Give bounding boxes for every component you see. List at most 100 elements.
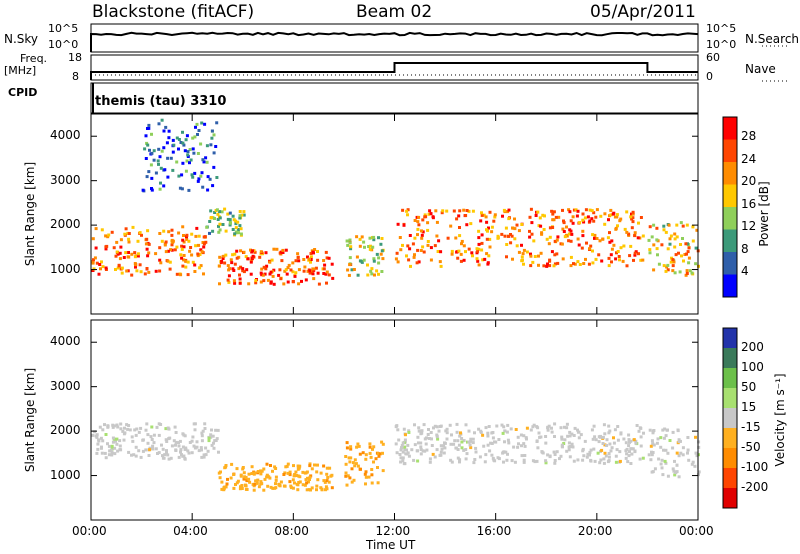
power-cell — [208, 177, 212, 181]
power-colorbar-tick: 16 — [741, 196, 757, 211]
power-cell — [224, 229, 228, 233]
velocity-cell — [128, 428, 132, 432]
velocity-cell — [651, 442, 655, 446]
power-cell — [398, 236, 402, 239]
velocity-cell — [111, 440, 115, 444]
power-cell — [160, 239, 164, 243]
power-cell — [694, 262, 698, 266]
velocity-ylabel: Slant Range [km] — [23, 367, 37, 473]
power-cell — [574, 208, 578, 212]
power-cell — [409, 264, 412, 268]
velocity-cell — [619, 431, 623, 435]
power-colorbar-swatch — [723, 207, 737, 230]
velocity-cell — [232, 486, 236, 490]
velocity-cell — [358, 452, 362, 456]
velocity-cell — [212, 446, 216, 450]
power-cell — [198, 266, 202, 270]
velocity-cell — [651, 451, 655, 454]
power-cell — [186, 155, 190, 158]
power-cell — [185, 159, 189, 163]
power-cell — [175, 272, 179, 276]
power-cell — [253, 250, 257, 254]
velocity-cell — [425, 448, 429, 452]
power-cell — [291, 270, 295, 274]
power-cell — [180, 173, 184, 177]
velocity-cell — [502, 450, 506, 454]
power-cell — [652, 268, 656, 272]
power-cell — [375, 252, 379, 256]
power-cell — [126, 255, 130, 259]
power-cell — [324, 272, 328, 276]
power-cell — [377, 272, 380, 276]
velocity-cell — [146, 441, 150, 445]
velocity-cell — [345, 441, 349, 445]
power-cell — [300, 279, 303, 283]
velocity-cell — [607, 452, 611, 455]
power-cell — [668, 237, 672, 241]
power-cell — [467, 247, 471, 251]
velocity-cell — [306, 476, 309, 480]
velocity-cell — [523, 444, 527, 448]
power-cell — [569, 264, 573, 268]
velocity-cell — [116, 449, 120, 453]
velocity-cell — [456, 439, 460, 443]
power-cell — [182, 258, 186, 262]
velocity-cell — [413, 443, 417, 447]
power-cell — [184, 265, 188, 269]
velocity-cell — [624, 441, 628, 445]
power-cell — [464, 250, 467, 254]
velocity-cell — [544, 441, 548, 445]
velocity-cell — [532, 423, 536, 427]
power-cell — [537, 254, 540, 258]
velocity-cell — [562, 442, 566, 445]
power-colorbar-swatch — [723, 139, 737, 163]
power-cell — [316, 250, 319, 253]
velocity-cell — [439, 444, 443, 448]
velocity-cell — [377, 454, 381, 458]
velocity-cell — [615, 448, 619, 452]
colorbars — [722, 116, 738, 509]
velocity-cell — [495, 424, 499, 428]
velocity-cell — [560, 445, 564, 449]
power-cell — [464, 214, 468, 217]
power-cell — [147, 270, 151, 274]
power-cell — [163, 243, 167, 247]
velocity-cell — [460, 437, 464, 440]
power-cell — [455, 217, 459, 221]
velocity-cell — [269, 485, 273, 489]
power-cell — [655, 238, 659, 242]
velocity-cell — [602, 461, 606, 465]
power-cell — [152, 149, 156, 153]
power-cell — [254, 279, 258, 282]
power-cell — [232, 269, 236, 272]
power-cell — [462, 258, 466, 262]
velocity-cell — [368, 451, 372, 455]
velocity-cell — [118, 439, 122, 443]
power-cell — [482, 213, 486, 217]
velocity-cell — [607, 424, 611, 428]
velocity-cell — [483, 460, 487, 464]
velocity-cell — [322, 464, 326, 468]
power-cell — [687, 261, 691, 265]
velocity-cell — [492, 440, 496, 444]
velocity-cell — [516, 435, 520, 439]
power-cell — [247, 282, 251, 286]
velocity-cell — [598, 461, 602, 465]
power-cell — [228, 218, 232, 222]
nsearch-tick-bottom: 10^0 — [706, 38, 737, 51]
power-cell — [380, 270, 384, 273]
power-cell — [250, 257, 254, 261]
power-cell — [445, 209, 449, 213]
velocity-cell — [653, 467, 657, 471]
power-cell — [507, 217, 511, 221]
power-cell — [581, 212, 585, 216]
velocity-cell — [647, 453, 651, 457]
velocity-cell — [553, 422, 557, 426]
power-cell — [133, 255, 137, 259]
velocity-cell — [517, 442, 520, 446]
power-cell — [278, 268, 282, 272]
power-cell — [613, 215, 617, 219]
power-cell — [216, 212, 220, 216]
power-cell — [167, 136, 171, 140]
velocity-cell — [301, 470, 305, 474]
